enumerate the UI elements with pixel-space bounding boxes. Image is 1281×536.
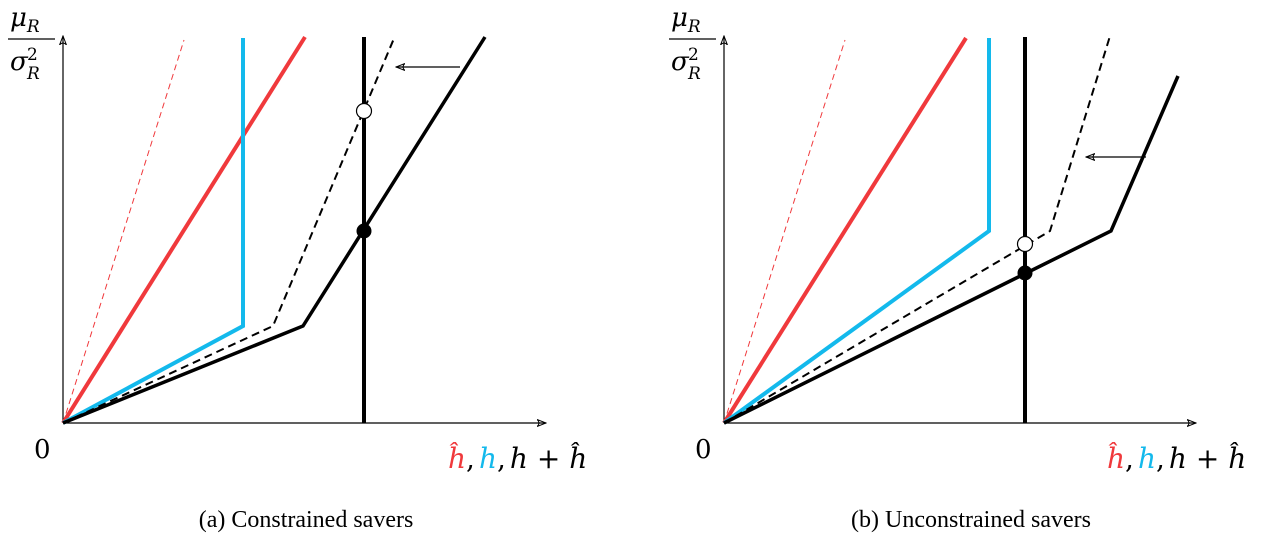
panel-b: μR σ 2 R 0 ĥ, h, h + ĥ (b) Unconstrained s… [669, 3, 1246, 533]
black-dashed-line [62, 35, 396, 424]
x-axis-label: ĥ, h, h + ĥ [448, 442, 587, 475]
svg-text:σ: σ [10, 47, 29, 77]
cyan-h-line [62, 38, 245, 425]
red-hhat-line [722, 36, 968, 425]
svg-text:μR: μR [671, 3, 701, 37]
x-axis-label: ĥ, h, h + ĥ [1107, 442, 1246, 475]
svg-text:2: 2 [688, 45, 699, 65]
svg-text:2: 2 [27, 45, 38, 65]
cyan-h-line [722, 38, 991, 425]
svg-text:R: R [687, 64, 701, 84]
black-dashed-line [723, 35, 1111, 424]
red-dashed-line [62, 39, 185, 424]
svg-text:σ: σ [671, 47, 690, 77]
panel-a: μR σ 2 R 0 ĥ, h, h + ĥ (a) Constrained sav… [8, 3, 587, 533]
filled-equilibrium-point [1017, 265, 1033, 281]
caption-b: (b) Unconstrained savers [851, 507, 1091, 533]
open-equilibrium-point [1016, 235, 1034, 253]
svg-text:R: R [26, 64, 40, 84]
red-dashed-line [723, 39, 846, 424]
black-total-line [62, 36, 487, 425]
open-equilibrium-point [355, 102, 373, 120]
filled-equilibrium-point [356, 223, 372, 239]
black-total-line [723, 75, 1180, 425]
y-axis-label: μR σ 2 R [669, 3, 716, 84]
red-hhat-line [61, 35, 307, 425]
origin-label: 0 [695, 435, 712, 465]
caption-a: (a) Constrained savers [199, 507, 414, 533]
svg-text:μR: μR [10, 3, 40, 37]
y-axis-label: μR σ 2 R [8, 3, 55, 84]
origin-label: 0 [34, 435, 51, 465]
